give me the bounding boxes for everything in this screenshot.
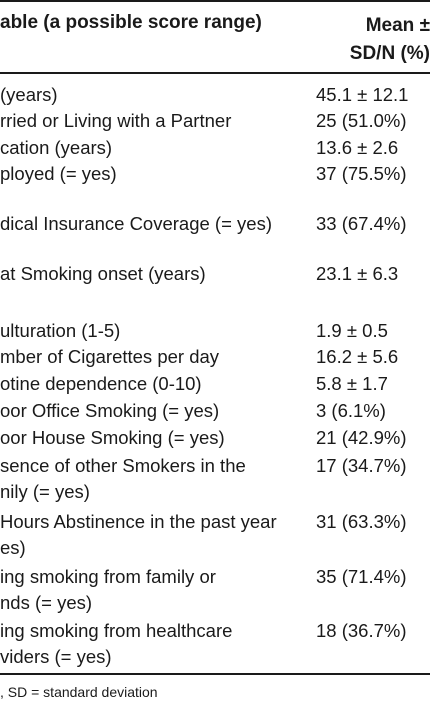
top-rule — [0, 0, 430, 2]
row-acculturation-value: 1.9 ± 0.5 — [316, 320, 388, 341]
table-footnote: , SD = standard deviation — [0, 684, 158, 700]
row-house-smoking-value: 21 (42.9%) — [316, 427, 407, 448]
row-other-smokers-label: sence of other Smokers in the nily (= ye… — [0, 453, 246, 505]
row-healthcare-line2: viders (= yes) — [0, 646, 112, 667]
row-smoking-onset-label: at Smoking onset (years) — [0, 263, 206, 284]
row-office-smoking-value: 3 (6.1%) — [316, 400, 386, 421]
row-married-label: rried or Living with a Partner — [0, 110, 232, 131]
row-healthcare-label: ing smoking from healthcare viders (= ye… — [0, 618, 232, 670]
row-healthcare-line1: ing smoking from healthcare — [0, 620, 233, 641]
row-employed-label: ployed (= yes) — [0, 163, 117, 184]
row-family-friends-label: ing smoking from family or nds (= yes) — [0, 564, 216, 616]
row-other-smokers-line1: sence of other Smokers in the — [0, 455, 246, 476]
row-other-smokers-line2: nily (= yes) — [0, 481, 90, 502]
row-insurance-label: dical Insurance Coverage (= yes) — [0, 213, 272, 234]
header-rule — [0, 72, 430, 74]
row-family-friends-line2: nds (= yes) — [0, 592, 93, 613]
row-age-value: 45.1 ± 12.1 — [316, 84, 409, 105]
row-employed-value: 37 (75.5%) — [316, 163, 407, 184]
row-family-friends-line1: ing smoking from family or — [0, 566, 216, 587]
row-smoking-onset-value: 23.1 ± 6.3 — [316, 263, 399, 284]
row-nicotine-label: otine dependence (0-10) — [0, 373, 202, 394]
row-education-value: 13.6 ± 2.6 — [316, 137, 399, 158]
row-abstinence-line2: es) — [0, 537, 26, 558]
row-cigarettes-value: 16.2 ± 5.6 — [316, 346, 399, 367]
mean-header-line2: SD/N (%) — [349, 43, 430, 64]
row-acculturation-label: ulturation (1-5) — [0, 320, 121, 341]
row-cigarettes-label: mber of Cigarettes per day — [0, 346, 220, 367]
row-age-label: (years) — [0, 84, 58, 105]
row-abstinence-value: 31 (63.3%) — [316, 511, 407, 532]
row-other-smokers-value: 17 (34.7%) — [316, 455, 407, 476]
bottom-rule — [0, 673, 430, 675]
row-abstinence-line1: Hours Abstinence in the past year — [0, 511, 277, 532]
row-family-friends-value: 35 (71.4%) — [316, 566, 407, 587]
row-insurance-value: 33 (67.4%) — [316, 213, 407, 234]
row-house-smoking-label: oor House Smoking (= yes) — [0, 427, 225, 448]
mean-header-line1: Mean ± — [365, 15, 430, 36]
row-nicotine-value: 5.8 ± 1.7 — [316, 373, 388, 394]
row-married-value: 25 (51.0%) — [316, 110, 407, 131]
variable-column-header: able (a possible score range) — [0, 12, 262, 33]
row-education-label: cation (years) — [0, 137, 113, 158]
row-office-smoking-label: oor Office Smoking (= yes) — [0, 400, 220, 421]
mean-column-header: Mean ± SD/N (%) — [350, 12, 430, 68]
row-abstinence-label: Hours Abstinence in the past year es) — [0, 509, 277, 561]
row-healthcare-value: 18 (36.7%) — [316, 620, 407, 641]
